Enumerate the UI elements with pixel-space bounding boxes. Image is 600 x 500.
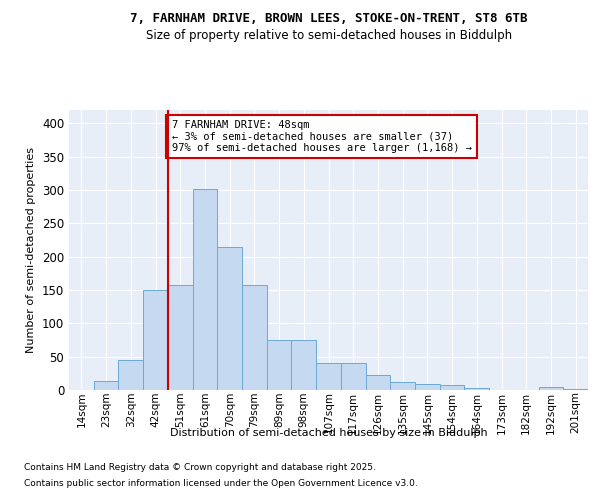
- Y-axis label: Number of semi-detached properties: Number of semi-detached properties: [26, 147, 37, 353]
- Text: Contains HM Land Registry data © Crown copyright and database right 2025.: Contains HM Land Registry data © Crown c…: [24, 464, 376, 472]
- Bar: [464, 388, 489, 390]
- Text: Size of property relative to semi-detached houses in Biddulph: Size of property relative to semi-detach…: [146, 28, 512, 42]
- Bar: [267, 340, 292, 390]
- Bar: [94, 380, 118, 390]
- Bar: [365, 374, 390, 390]
- Bar: [539, 388, 563, 390]
- Bar: [316, 364, 341, 390]
- Bar: [292, 340, 316, 390]
- Bar: [341, 364, 365, 390]
- Bar: [440, 386, 464, 390]
- Bar: [563, 388, 588, 390]
- Bar: [168, 286, 193, 390]
- Bar: [242, 286, 267, 390]
- Bar: [143, 290, 168, 390]
- Text: 7 FARNHAM DRIVE: 48sqm
← 3% of semi-detached houses are smaller (37)
97% of semi: 7 FARNHAM DRIVE: 48sqm ← 3% of semi-deta…: [172, 120, 472, 153]
- Text: 7, FARNHAM DRIVE, BROWN LEES, STOKE-ON-TRENT, ST8 6TB: 7, FARNHAM DRIVE, BROWN LEES, STOKE-ON-T…: [130, 12, 527, 26]
- Bar: [118, 360, 143, 390]
- Bar: [217, 246, 242, 390]
- Bar: [193, 188, 217, 390]
- Text: Distribution of semi-detached houses by size in Biddulph: Distribution of semi-detached houses by …: [170, 428, 488, 438]
- Text: Contains public sector information licensed under the Open Government Licence v3: Contains public sector information licen…: [24, 478, 418, 488]
- Bar: [390, 382, 415, 390]
- Bar: [415, 384, 440, 390]
